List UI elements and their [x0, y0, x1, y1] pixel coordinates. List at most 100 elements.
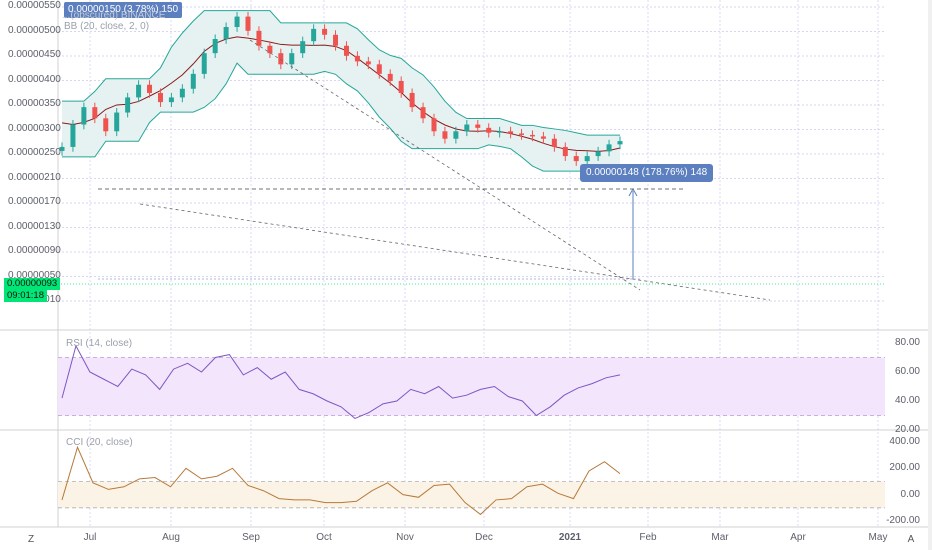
month-tick-label: Dec	[475, 532, 493, 543]
candle-body	[376, 64, 382, 74]
candle-body	[365, 61, 371, 65]
candle-body	[409, 92, 415, 108]
candle-body	[387, 73, 393, 81]
bollinger-fill	[62, 10, 620, 172]
candle-body	[136, 84, 142, 98]
candle-body	[584, 156, 590, 162]
price-tick-label: 0.00000090	[8, 245, 61, 256]
candle-body	[486, 127, 492, 133]
candle-body	[333, 34, 339, 46]
cci-title: CCI (20, close)	[66, 437, 133, 448]
cci-tick-label: 200.00	[889, 462, 920, 474]
month-tick-label: Oct	[316, 532, 332, 543]
candle-body	[179, 88, 185, 98]
candle-body	[595, 151, 601, 157]
candle-body	[354, 55, 360, 62]
cci-tick-label: 400.00	[889, 436, 920, 447]
rsi-tick-label: 60.00	[894, 366, 920, 377]
candle-body	[125, 97, 131, 113]
candle-body	[551, 138, 557, 147]
price-tick-label: 0.00000500	[8, 24, 61, 36]
month-tick-label: 2021	[558, 532, 582, 543]
candle-body	[442, 131, 448, 139]
cci-tick-label: -200.00	[886, 515, 920, 526]
candle-body	[256, 30, 262, 46]
candle-body	[529, 134, 535, 137]
candle-body	[617, 141, 623, 145]
price-tick-label: 0.00000050	[8, 269, 61, 281]
rsi-tick-label: 40.00	[894, 395, 920, 406]
candle-body	[431, 118, 437, 132]
candle-body	[92, 107, 98, 119]
candle-body	[519, 133, 525, 135]
candle-body	[147, 84, 153, 93]
symbol-line: ...(obscured) BINANCE	[62, 10, 166, 21]
price-tick-label: 0.00000250	[8, 147, 61, 158]
price-tick-label: 0.00000210	[8, 171, 61, 183]
candle-body	[59, 146, 65, 151]
month-tick-label: May	[868, 532, 888, 543]
trendline-upper	[249, 39, 641, 291]
month-tick-label: Apr	[790, 532, 806, 543]
candle-body	[234, 16, 240, 27]
measure-arrowhead	[628, 187, 638, 197]
price-tick-label: 0.00000130	[8, 220, 61, 232]
candle-body	[562, 146, 568, 157]
candle-body	[453, 131, 459, 139]
trendline-lower	[139, 203, 771, 301]
cci-tick-label: 0.00	[900, 488, 920, 500]
rsi-tick-label: 80.00	[894, 337, 920, 348]
countdown-tag: 09:01:18	[4, 290, 47, 302]
rsi-line	[61, 344, 621, 419]
price-tick-label: 0.00000450	[8, 49, 61, 60]
candle-body	[300, 41, 306, 54]
zoom-button[interactable]: Z	[27, 534, 35, 545]
candle-body	[114, 112, 120, 132]
scrollbar[interactable]	[928, 0, 932, 550]
auto-scale-button[interactable]: A	[907, 534, 915, 545]
rsi-tick-label: 20.00	[894, 424, 920, 435]
candle-body	[267, 45, 273, 54]
candle-body	[497, 131, 503, 133]
price-tick-label: 0.00000400	[8, 73, 61, 85]
candle-body	[606, 144, 612, 152]
rsi-band	[58, 357, 885, 416]
candle-body	[289, 53, 295, 65]
cci-band	[58, 481, 885, 508]
bollinger-lower	[62, 62, 621, 172]
candle-body	[475, 124, 481, 128]
price-tick-label: 0.00000350	[8, 98, 61, 109]
candle-body	[278, 53, 284, 65]
candle-body	[157, 92, 163, 103]
month-tick-label: Mar	[711, 532, 729, 543]
ohlc-readout: 0.00000150 (3.78%) 150	[64, 2, 183, 18]
candle-body	[201, 53, 207, 74]
candle-body	[573, 156, 579, 162]
last-price-tag: 0.00000093	[4, 278, 61, 290]
candle-body	[168, 97, 174, 103]
month-tick-label: Jul	[83, 532, 97, 543]
candle-body	[311, 28, 317, 42]
candle-body	[212, 38, 218, 54]
candle-body	[343, 45, 349, 56]
month-tick-label: Nov	[396, 532, 414, 543]
candle-body	[464, 124, 470, 132]
bollinger-upper	[62, 10, 620, 136]
candle-body	[81, 107, 87, 125]
price-tick-label: 0.00000550	[8, 0, 61, 11]
candle-body	[322, 28, 328, 35]
candle-body	[103, 118, 109, 132]
candle-body	[540, 136, 546, 139]
month-tick-label: Aug	[162, 532, 180, 543]
month-tick-label: Feb	[639, 532, 657, 543]
candle-body	[245, 16, 251, 31]
bollinger-basis	[61, 36, 621, 152]
cci-line	[61, 445, 621, 516]
measure-callout: 0.00000148 (178.76%) 148	[580, 164, 714, 182]
price-tick-label: 0.00000300	[8, 122, 61, 134]
candle-body	[508, 131, 514, 134]
candle-body	[190, 73, 196, 89]
candle-body	[70, 124, 76, 147]
candle-body	[223, 26, 229, 39]
